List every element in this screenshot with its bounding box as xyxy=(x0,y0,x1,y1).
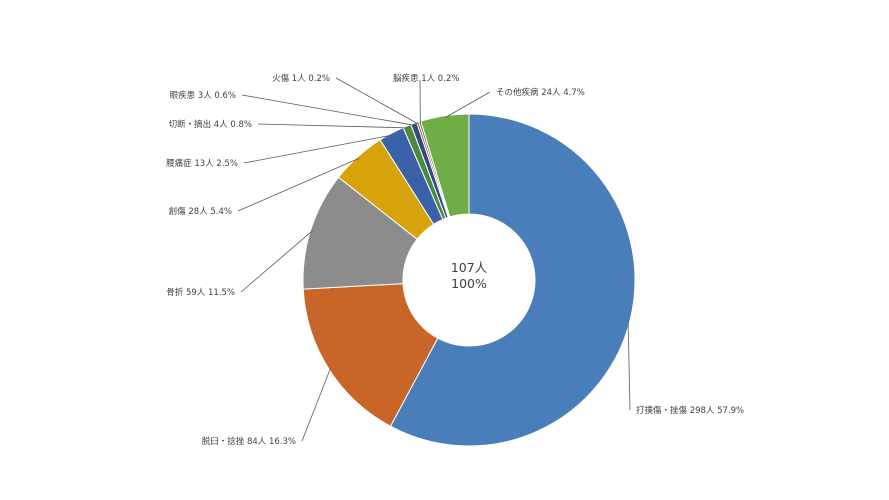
leader-line-6 xyxy=(257,123,408,129)
leader-line-10 xyxy=(444,91,491,119)
donut-slices xyxy=(302,113,636,447)
slice-label-1: 打撲傷・挫傷 298人 57.9% xyxy=(636,405,744,416)
slice-label-4: 創傷 28人 5.4% xyxy=(169,206,232,217)
slice-label-10: その他疾病 24人 4.7% xyxy=(496,87,585,98)
leader-line-5 xyxy=(243,134,393,164)
slice-label-3: 骨折 59人 11.5% xyxy=(166,287,235,298)
leader-line-4 xyxy=(237,157,360,212)
leader-line-3 xyxy=(240,230,313,293)
slice-label-8: 火傷 1人 0.2% xyxy=(272,73,330,84)
label-leader-lines xyxy=(237,77,631,442)
donut-hole xyxy=(403,214,535,346)
slice-labels: 打撲傷・挫傷 298人 57.9% 脱臼・捻挫 84人 16.3% 骨折 59人 1… xyxy=(166,73,744,447)
slice-label-5: 腰痛症 13人 2.5% xyxy=(166,158,238,169)
center-total-count: 107人 xyxy=(451,260,488,275)
leader-line-7 xyxy=(241,94,415,126)
slice-label-2: 脱臼・捻挫 84人 16.3% xyxy=(202,436,296,447)
leader-line-2 xyxy=(301,367,331,442)
slice-label-6: 切断・摘出 4人 0.8% xyxy=(169,119,252,130)
slice-label-9: 脳疾患 1人 0.2% xyxy=(393,73,459,84)
leader-line-8 xyxy=(335,77,419,125)
slice-label-7: 眼疾患 3人 0.6% xyxy=(170,90,236,101)
leader-line-1 xyxy=(627,319,631,411)
center-total-percent: 100% xyxy=(451,276,487,291)
